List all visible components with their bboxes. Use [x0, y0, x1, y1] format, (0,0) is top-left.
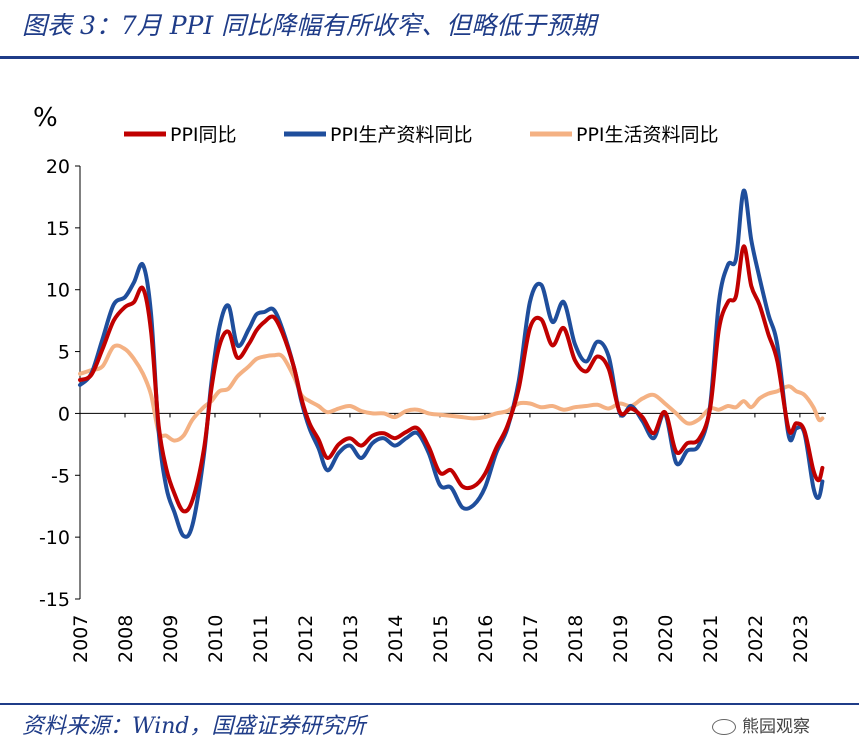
title-rule: [0, 56, 859, 59]
series-line-3: [78, 343, 825, 443]
x-tick-label: 2019: [610, 615, 632, 663]
legend-label-2: PPI生产资料同比: [330, 124, 473, 146]
source-note: 资料来源：Wind，国盛证券研究所: [22, 714, 366, 739]
x-tick-label: 2017: [520, 615, 542, 663]
y-tick-label: -5: [51, 465, 70, 487]
x-tick-label: 2008: [115, 615, 137, 663]
series-layer: [78, 188, 825, 539]
y-tick-label: 0: [58, 403, 70, 425]
y-tick-label: -10: [39, 527, 70, 549]
x-tick-label: 2013: [340, 615, 362, 663]
x-tick-label: 2009: [160, 615, 182, 663]
legend: PPI同比 PPI生产资料同比 PPI生活资料同比: [124, 124, 719, 146]
series-line-1: [78, 244, 825, 514]
legend-label-3: PPI生活资料同比: [576, 124, 719, 146]
y-tick-label: 5: [58, 342, 70, 364]
x-tick-label: 2014: [385, 615, 407, 663]
x-tick-label: 2012: [295, 615, 317, 663]
y-axis-label: %: [33, 103, 58, 133]
watermark-label: 熊园观察: [742, 717, 810, 737]
x-tick-label: 2015: [430, 615, 452, 663]
x-tick-label: 2023: [790, 615, 812, 663]
x-tick-label: 2020: [655, 615, 677, 663]
series-line-2: [78, 188, 825, 539]
x-tick-label: 2011: [250, 615, 272, 663]
page-title: 图表 3：7月 PPI 同比降幅有所收窄、但略低于预期: [22, 11, 597, 40]
y-tick-label: 10: [46, 280, 70, 302]
y-tick-label: -15: [39, 589, 70, 611]
x-tick-label: 2018: [565, 615, 587, 663]
legend-label-1: PPI同比: [170, 124, 237, 146]
source-rule: [0, 703, 859, 705]
y-tick-label: 15: [46, 218, 70, 240]
watermark: 熊园观察: [712, 712, 810, 737]
x-tick-label: 2022: [745, 615, 767, 663]
x-tick-label: 2010: [205, 615, 227, 663]
x-tick-label: 2007: [70, 615, 92, 663]
wechat-icon: [712, 719, 736, 735]
x-tick-label: 2016: [475, 615, 497, 663]
y-tick-label: 20: [46, 156, 70, 178]
x-tick-label: 2021: [700, 615, 722, 663]
